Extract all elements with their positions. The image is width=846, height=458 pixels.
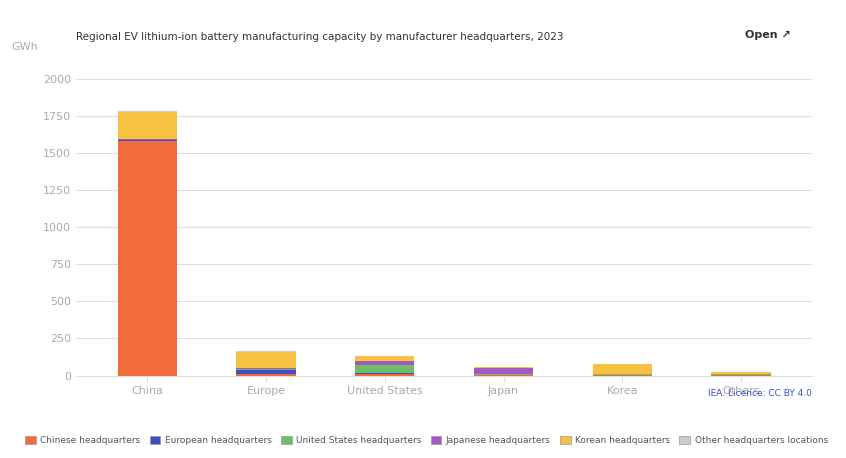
Bar — [236, 352, 296, 368]
Bar — [236, 351, 296, 352]
Bar — [711, 375, 771, 376]
Bar — [118, 141, 177, 376]
Bar — [236, 368, 296, 369]
Bar — [118, 139, 177, 140]
Bar — [236, 370, 296, 374]
Bar — [355, 355, 415, 356]
Bar — [474, 367, 533, 368]
Bar — [118, 112, 177, 139]
Bar — [118, 111, 177, 112]
Text: Open ↗: Open ↗ — [745, 30, 791, 40]
Text: IEA. Licence: CC BY 4.0: IEA. Licence: CC BY 4.0 — [708, 389, 812, 398]
Bar — [355, 374, 415, 376]
Bar — [236, 374, 296, 376]
Text: Regional EV lithium-ion battery manufacturing capacity by manufacturer headquart: Regional EV lithium-ion battery manufact… — [76, 32, 563, 42]
Bar — [236, 369, 296, 370]
Bar — [355, 373, 415, 374]
Bar — [474, 368, 533, 374]
Bar — [592, 364, 652, 374]
Bar — [118, 140, 177, 141]
Legend: Chinese headquarters, European headquarters, United States headquarters, Japanes: Chinese headquarters, European headquart… — [21, 432, 832, 449]
Bar — [711, 372, 771, 374]
Bar — [355, 361, 415, 365]
Bar — [355, 365, 415, 373]
Bar — [592, 375, 652, 376]
Y-axis label: GWh: GWh — [11, 42, 38, 52]
Bar — [474, 375, 533, 376]
Bar — [355, 356, 415, 361]
